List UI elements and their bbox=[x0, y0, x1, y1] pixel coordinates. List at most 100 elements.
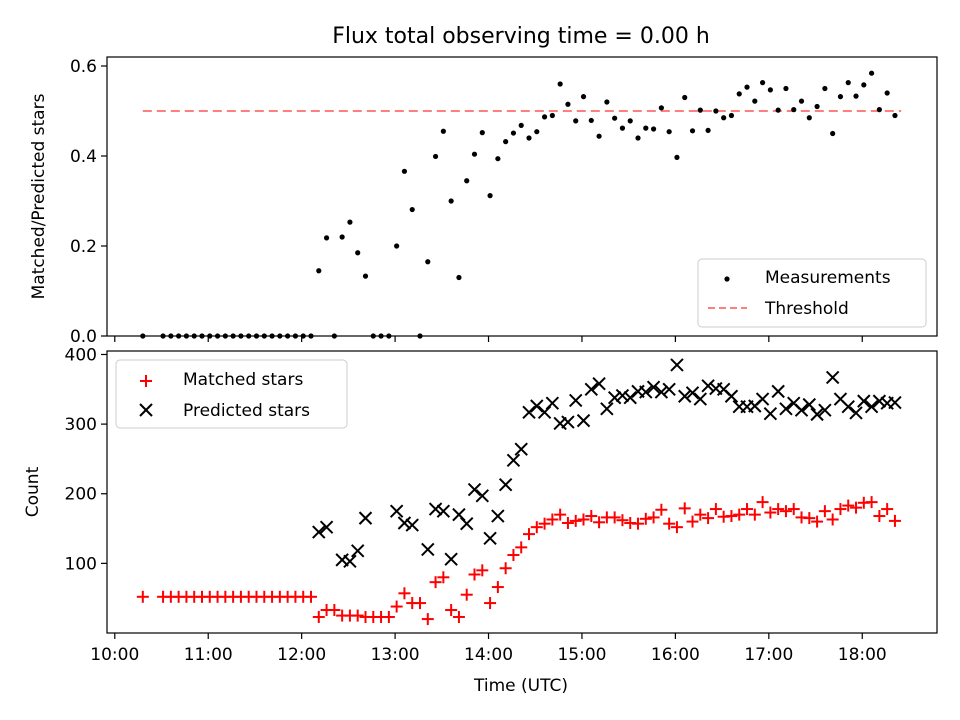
matched-star-point bbox=[499, 562, 512, 575]
matched-star-point bbox=[725, 510, 738, 523]
predicted-star-point bbox=[771, 384, 785, 399]
predicted-star-point bbox=[389, 504, 404, 518]
measurement-point bbox=[643, 125, 649, 131]
matched-star-point bbox=[484, 597, 497, 610]
predicted-star-point bbox=[779, 402, 793, 416]
matched-star-point bbox=[748, 508, 761, 521]
count-plot-legend: Matched stars Predicted stars bbox=[115, 359, 348, 429]
matched-star-point bbox=[491, 581, 504, 594]
y-tick-label: 0.2 bbox=[70, 237, 97, 257]
measurement-point bbox=[752, 98, 758, 104]
measurement-point bbox=[650, 126, 657, 132]
measurement-point bbox=[612, 115, 618, 121]
count-plot-marks bbox=[136, 358, 902, 626]
predicted-star-point bbox=[623, 390, 637, 405]
measurement-point bbox=[759, 80, 766, 86]
count-legend-box bbox=[115, 359, 348, 429]
measurement-point bbox=[510, 130, 517, 136]
predicted-star-point bbox=[670, 358, 684, 372]
matched-star-point bbox=[351, 609, 364, 622]
measurement-point bbox=[549, 112, 555, 119]
matched-star-point bbox=[702, 512, 715, 525]
matched-star-point bbox=[850, 501, 863, 514]
measurement-point bbox=[316, 268, 322, 274]
measurement-point bbox=[783, 85, 789, 92]
predicted-star-point bbox=[841, 399, 855, 414]
matched-star-point bbox=[733, 508, 746, 521]
predicted-star-point bbox=[460, 516, 474, 531]
measurement-point bbox=[682, 94, 688, 101]
y-tick-label: 0.6 bbox=[70, 57, 97, 77]
measurement-point bbox=[401, 168, 408, 174]
measurement-point bbox=[495, 156, 501, 162]
matched-star-point bbox=[421, 613, 434, 626]
predicted-star-point bbox=[592, 377, 606, 391]
matched-star-point bbox=[523, 528, 536, 541]
measurement-point bbox=[705, 127, 711, 133]
predicted-star-point bbox=[514, 442, 528, 456]
matched-star-point bbox=[561, 516, 574, 529]
predicted-star-point bbox=[818, 403, 832, 417]
matched-star-point bbox=[616, 514, 629, 527]
predicted-star-point bbox=[522, 405, 536, 419]
predicted-star-point bbox=[428, 502, 443, 516]
predicted-star-point bbox=[561, 415, 575, 429]
measurement-point bbox=[518, 122, 524, 128]
y-tick-label: 300 bbox=[65, 415, 97, 435]
measurement-point bbox=[697, 107, 703, 113]
ratio-plot-frame bbox=[106, 56, 938, 337]
matched-star-point bbox=[779, 505, 792, 518]
measurement-point bbox=[814, 103, 820, 110]
matched-star-point bbox=[398, 587, 411, 600]
predicted-star-point bbox=[358, 511, 373, 525]
matched-star-point bbox=[390, 600, 403, 613]
predicted-star-point bbox=[685, 386, 700, 400]
predicted-star-point bbox=[678, 389, 692, 403]
measurement-point bbox=[721, 115, 727, 121]
matched-star-point bbox=[834, 503, 847, 516]
matched-star-point bbox=[546, 513, 559, 526]
measurement-point bbox=[892, 112, 898, 119]
predicted-star-point bbox=[607, 390, 622, 405]
measurement-point bbox=[674, 154, 680, 160]
predicted-star-point bbox=[397, 516, 412, 530]
legend-matched-label: Matched stars bbox=[183, 370, 303, 390]
matched-star-point bbox=[515, 541, 528, 554]
predicted-star-point bbox=[436, 504, 451, 518]
matched-star-point bbox=[554, 508, 567, 521]
y-tick-label: 200 bbox=[65, 485, 97, 505]
matched-star-point bbox=[842, 499, 855, 512]
measurement-point bbox=[557, 81, 563, 87]
predicted-star-point bbox=[576, 413, 591, 428]
predicted-star-point bbox=[343, 554, 357, 568]
matched-star-point bbox=[468, 568, 481, 581]
measurement-point bbox=[845, 80, 851, 86]
predicted-star-point bbox=[646, 380, 661, 394]
measurement-point bbox=[456, 274, 462, 281]
x-tick-label: 12:00 bbox=[277, 645, 326, 665]
measurement-point bbox=[440, 128, 446, 134]
measurement-point bbox=[619, 125, 626, 131]
measurement-point bbox=[409, 206, 415, 213]
x-tick-label: 16:00 bbox=[651, 645, 700, 665]
measurement-point bbox=[565, 101, 571, 107]
measurement-point bbox=[775, 107, 781, 113]
measurement-point bbox=[526, 135, 532, 141]
predicted-star-point bbox=[498, 477, 513, 492]
measurement-point bbox=[573, 118, 579, 124]
matched-star-point bbox=[655, 503, 668, 516]
matched-star-point bbox=[888, 514, 901, 527]
measurement-point bbox=[806, 115, 812, 121]
predicted-star-point bbox=[475, 489, 489, 503]
measurement-point bbox=[362, 273, 369, 279]
x-tick-label: 15:00 bbox=[557, 645, 606, 665]
matched-star-point bbox=[818, 505, 831, 518]
measurement-point bbox=[627, 118, 633, 124]
ratio-plot-ticks: 0.0 0.2 0.4 0.6 bbox=[70, 57, 863, 347]
matched-star-point bbox=[414, 597, 427, 610]
predicted-star-point bbox=[794, 403, 809, 417]
predicted-star-point bbox=[530, 399, 544, 413]
legend-matched-marker bbox=[140, 375, 152, 387]
matched-star-point bbox=[577, 513, 590, 526]
measurement-point bbox=[798, 98, 805, 104]
